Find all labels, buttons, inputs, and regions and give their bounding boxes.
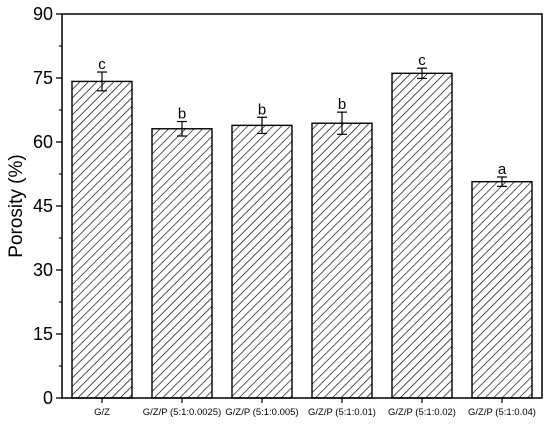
x-tick-label-3: G/Z/P (5:1:0.005) bbox=[225, 407, 298, 418]
significance-label-6: a bbox=[498, 161, 507, 178]
significance-label-4: b bbox=[338, 96, 346, 113]
bar-4 bbox=[311, 122, 373, 399]
y-tick-label-30: 30 bbox=[33, 260, 53, 280]
significance-label-5: c bbox=[418, 52, 426, 69]
error-bar-1 bbox=[97, 71, 107, 92]
error-bar-6 bbox=[497, 176, 507, 187]
plot-frame bbox=[61, 13, 543, 399]
bar-5 bbox=[391, 72, 453, 399]
error-bars-layer bbox=[97, 67, 507, 187]
bar-3 bbox=[231, 124, 293, 399]
bar-1 bbox=[71, 80, 133, 399]
bars-layer bbox=[71, 72, 533, 399]
y-tick-label-60: 60 bbox=[33, 132, 53, 152]
y-tick-label-45: 45 bbox=[33, 196, 53, 216]
x-tick-label-1: G/Z bbox=[94, 407, 110, 418]
x-tick-label-6: G/Z/P (5:1:0.04) bbox=[468, 407, 536, 418]
significance-label-2: b bbox=[178, 106, 186, 123]
x-tick-label-5: G/Z/P (5:1:0.02) bbox=[388, 407, 456, 418]
y-tick-label-15: 15 bbox=[33, 324, 53, 344]
y-axis-title: Porosity (%) bbox=[6, 154, 27, 257]
error-bar-5 bbox=[417, 67, 427, 80]
y-tick-label-75: 75 bbox=[33, 68, 53, 88]
significance-label-1: c bbox=[98, 56, 106, 73]
error-bar-3 bbox=[257, 116, 267, 135]
significance-label-3: b bbox=[258, 101, 266, 118]
x-tick-label-2: G/Z/P (5:1:0.0025) bbox=[143, 407, 222, 418]
error-bar-2 bbox=[177, 120, 187, 137]
y-tick-label-90: 90 bbox=[33, 4, 53, 24]
x-tick-label-4: G/Z/P (5:1:0.01) bbox=[308, 407, 376, 418]
significance-labels-layer: c b b b c a bbox=[98, 52, 507, 178]
error-bar-4 bbox=[337, 111, 347, 135]
axes-layer: G/Z G/Z/P (5:1:0.0025) G/Z/P (5:1:0.005) G/… bbox=[33, 4, 543, 418]
y-tick-label-0: 0 bbox=[43, 388, 53, 408]
bar-2 bbox=[151, 128, 213, 399]
bar-6 bbox=[471, 180, 533, 399]
